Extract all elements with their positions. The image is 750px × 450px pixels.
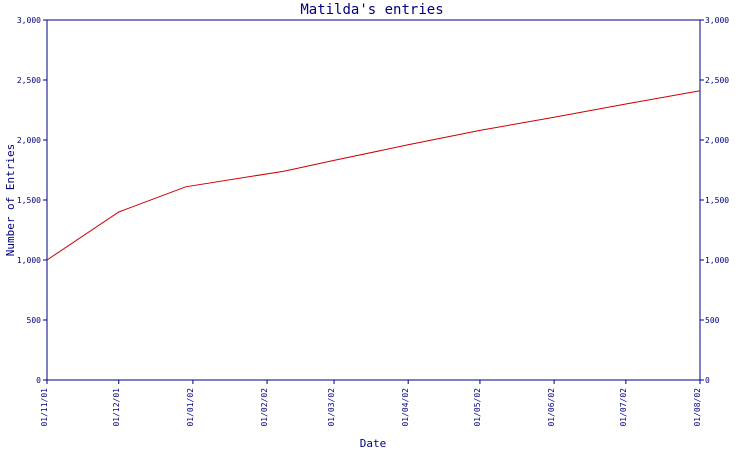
y-tick-label-left: 2,000 (17, 136, 41, 145)
y-tick-label-right: 500 (705, 316, 720, 325)
x-tick-label: 01/03/02 (327, 388, 336, 427)
x-tick-label: 01/04/02 (401, 388, 410, 427)
y-tick-label-left: 3,000 (17, 16, 41, 25)
x-tick-label: 01/11/01 (40, 388, 49, 427)
y-tick-label-left: 500 (27, 316, 42, 325)
x-tick-label: 01/07/02 (619, 388, 628, 427)
plot-frame (46, 19, 701, 381)
y-tick-label-right: 1,500 (705, 196, 729, 205)
y-tick-label-right: 1,000 (705, 256, 729, 265)
y-tick-label-right: 2,500 (705, 76, 729, 85)
y-tick-label-right: 2,000 (705, 136, 729, 145)
y-tick-label-left: 0 (36, 376, 41, 385)
series-layer (46, 90, 701, 261)
y-tick-label-left: 2,500 (17, 76, 41, 85)
x-axis-ticks: 01/11/01 01/12/01 01/01/02 01/02/02 01/03/02… (40, 380, 702, 427)
y-axis-ticks-left: 0 500 1,000 1,500 2,000 2,500 3,000 (17, 16, 47, 385)
y-tick-label-right: 0 (705, 376, 710, 385)
x-tick-label: 01/06/02 (547, 388, 556, 427)
x-tick-label: 01/05/02 (473, 388, 482, 427)
x-tick-label: 01/08/02 (693, 388, 702, 427)
y-tick-label-right: 3,000 (705, 16, 729, 25)
x-tick-label: 01/01/02 (186, 388, 195, 427)
y-tick-label-left: 1,000 (17, 256, 41, 265)
y-axis-label: Number of Entries (4, 144, 17, 257)
x-tick-label: 01/12/01 (112, 388, 121, 427)
series-line-1 (46, 90, 701, 261)
y-tick-label-left: 1,500 (17, 196, 41, 205)
x-axis-label: Date (360, 437, 387, 450)
x-tick-label: 01/02/02 (260, 388, 269, 427)
chart-title: Matilda's entries (300, 2, 443, 18)
y-axis-ticks-right: 0 500 1,000 1,500 2,000 2,500 3,000 (700, 16, 729, 385)
